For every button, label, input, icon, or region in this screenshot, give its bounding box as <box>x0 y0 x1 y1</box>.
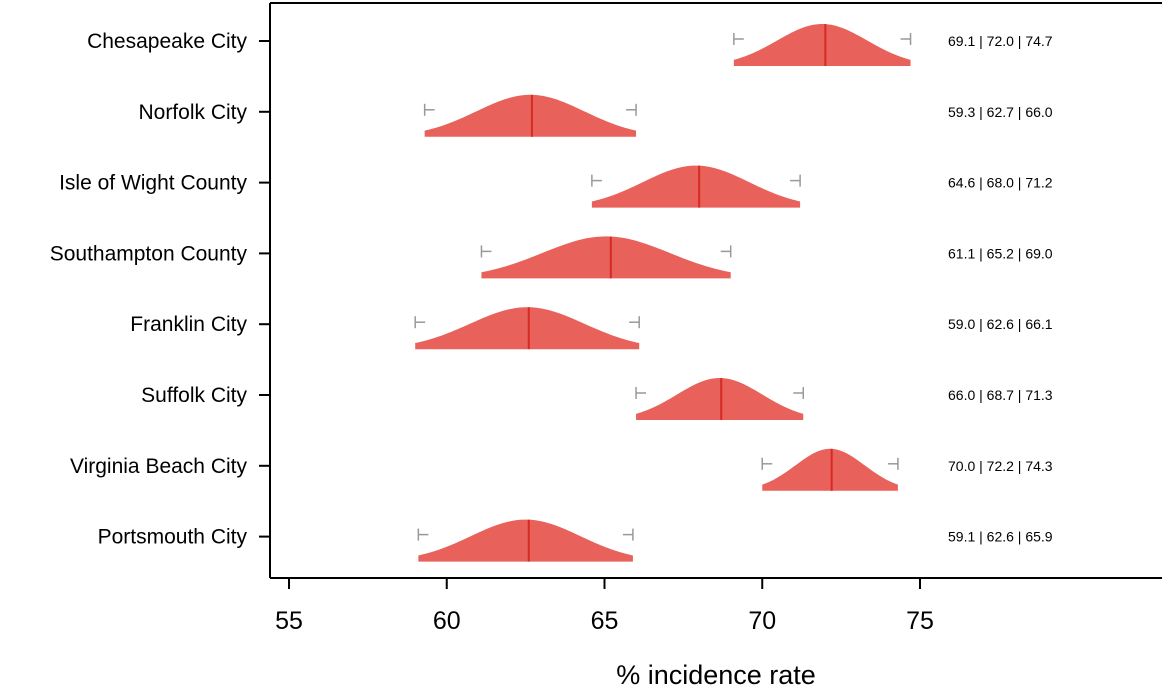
category-label: Southampton County <box>50 242 248 265</box>
x-axis-title: % incidence rate <box>616 660 816 690</box>
interval-label: 70.0 | 72.2 | 74.3 <box>948 458 1053 474</box>
category-label: Suffolk City <box>141 384 247 407</box>
density-shape <box>418 519 633 562</box>
x-tick-label: 75 <box>906 607 934 635</box>
category-label: Norfolk City <box>138 101 247 124</box>
x-tick-label: 60 <box>433 607 461 635</box>
density-shape <box>762 448 898 491</box>
chart-marks <box>414 24 912 562</box>
density-shape <box>424 94 637 137</box>
category-label: Virginia Beach City <box>70 455 248 478</box>
interval-label: 69.1 | 72.0 | 74.7 <box>948 33 1053 49</box>
axes <box>269 2 1162 579</box>
density-shape <box>636 378 804 420</box>
category-label: Chesapeake City <box>87 30 247 53</box>
interval-label: 61.1 | 65.2 | 69.0 <box>948 245 1053 261</box>
interval-labels: 69.1 | 72.0 | 74.7 59.3 | 62.7 | 66.0 64.6… <box>948 33 1053 545</box>
interval-label: 59.3 | 62.7 | 66.0 <box>948 104 1053 120</box>
category-label: Isle of Wight County <box>59 172 247 195</box>
x-tick-label: 55 <box>275 607 303 635</box>
x-tick-label: 70 <box>748 607 776 635</box>
category-label: Portsmouth City <box>98 526 248 549</box>
density-shape <box>591 165 801 208</box>
interval-label: 59.0 | 62.6 | 66.1 <box>948 316 1053 332</box>
y-axis-labels: Chesapeake City Norfolk City Isle of Wight… <box>50 30 270 549</box>
density-shape <box>733 24 911 66</box>
category-label: Franklin City <box>130 313 247 336</box>
interval-label: 66.0 | 68.7 | 71.3 <box>948 387 1053 403</box>
interval-label: 64.6 | 68.0 | 71.2 <box>948 175 1053 191</box>
x-axis-ticks: 55 60 65 70 75 <box>275 578 934 635</box>
x-tick-label: 65 <box>591 607 619 635</box>
density-shape <box>415 307 640 350</box>
density-shape <box>481 236 731 279</box>
interval-label: 59.1 | 62.6 | 65.9 <box>948 529 1053 545</box>
